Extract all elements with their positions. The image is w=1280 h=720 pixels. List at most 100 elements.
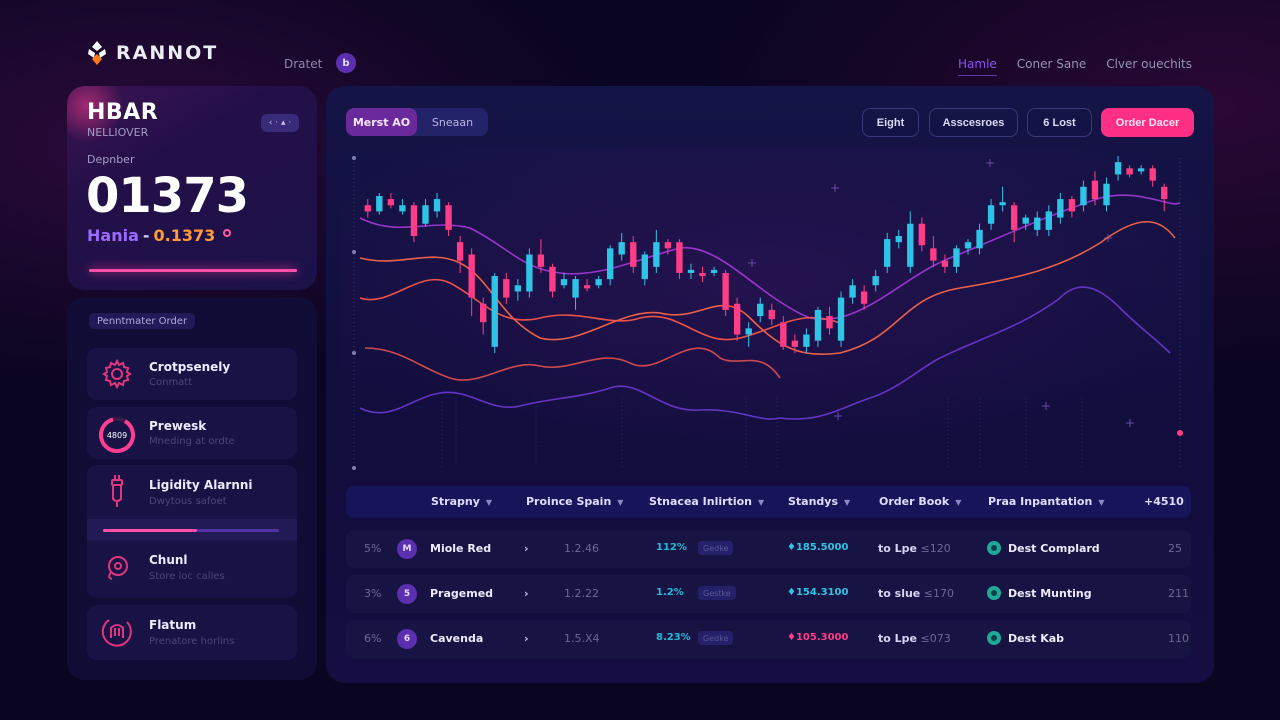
sidebar-item-subtitle: Conmatt [149,377,193,388]
row-percent: 3% [364,587,382,600]
row-avatar: 6 [397,629,417,649]
row-version: 1.2.22 [564,587,599,600]
logo-mark-icon [88,41,106,65]
row-count: 211 [1168,587,1189,600]
sidebar-item-chunl[interactable]: Chunl Store loc calles [87,541,297,598]
top-nav: Hamle Coner Sane Clver ouechits [958,57,1192,76]
sidebar-item-subtitle: Prenatore horlins [149,636,235,647]
top-link-dratet[interactable]: Dratet [284,57,323,71]
liquidity-progress-bar [87,519,297,541]
ticker-glow-bar [89,269,297,272]
destination-icon [987,541,1001,555]
timeframe-segmented-control: Merst AO Sneaan [346,108,488,136]
nav-item-clver-ouechits[interactable]: Clver ouechits [1106,57,1192,71]
sidebar-item-flatum[interactable]: Flatum Prenatore horlins [87,605,297,660]
row-change: 8.23% [656,632,691,643]
segment-merst-ao[interactable]: Merst AO [346,108,417,136]
row-percent: 6% [364,632,382,645]
sidebar-section-label: Penntmater Order [89,313,196,329]
brand-name: RANNOT [116,42,219,64]
pair-separator: - [142,226,150,245]
candlestick-chart[interactable] [340,148,1200,478]
sidebar-item-subtitle: Store loc calles [149,571,225,582]
column-header-total: +4510 [1144,495,1184,508]
segment-sneaan[interactable]: Sneaan [431,115,474,129]
column-header-standys[interactable]: Standys ▼ [788,495,851,508]
sidebar-item-subtitle: Dwytous safoet [149,496,227,507]
ticker-value: 01373 [86,168,249,224]
gear-icon [102,358,132,390]
row-tag: Gestke [698,586,736,600]
row-destination: Dest Munting [1008,587,1092,600]
chevron-right-icon[interactable]: › [524,542,529,555]
sort-caret-icon: ▼ [1098,498,1105,507]
column-header-order-book[interactable]: Order Book ▼ [879,495,962,508]
sidebar-item-title: Ligidity Alarnni [149,478,253,492]
row-price: ♦154.3100 [787,587,849,598]
lost-button[interactable]: 6 Lost [1027,108,1092,137]
sidebar-item-crotpsenely[interactable]: Crotpsenely Conmatt [87,348,297,400]
destination-icon [987,586,1001,600]
row-name: Pragemed [430,587,494,600]
ticker-card: HBAR NELLIOVER ‹ ‧ ▴ ‧ Depnber 01373 Han… [67,86,317,290]
ticker-subtitle: NELLIOVER [87,126,149,139]
column-header-praa-inpantation[interactable]: Praa Inpantation ▼ [988,495,1105,508]
row-target: to Lpe ≤120 [878,542,951,555]
destination-icon [987,631,1001,645]
row-price: ♦185.5000 [787,542,849,553]
row-tag: Gedke [698,541,734,555]
sort-caret-icon: ▼ [757,498,765,507]
asscesroes-button[interactable]: Asscesroes [929,108,1018,137]
row-name: Cavenda [430,632,484,645]
ticker-options-chip[interactable]: ‹ ‧ ▴ ‧ [261,114,299,132]
order-button[interactable]: Order Dacer [1101,108,1194,137]
sort-caret-icon: ▼ [617,498,624,507]
sidebar-item-title: Flatum [149,618,197,632]
ticker-symbol: HBAR [87,100,159,125]
ring-label: 4809 [107,431,127,440]
sidebar-panel: Penntmater Order Crotpsenely Conmatt 480… [67,297,317,680]
sidebar-item-prewesk[interactable]: 4809 Prewesk Mneding at ordte [87,407,297,459]
row-avatar: 5 [397,584,417,604]
row-avatar: M [397,539,417,559]
nav-item-coner-sane[interactable]: Coner Sane [1016,57,1087,71]
row-count: 25 [1168,542,1182,555]
eight-button[interactable]: Eight [862,108,919,137]
sort-caret-icon: ▼ [955,498,962,507]
row-tag: Gedke [698,631,734,645]
row-version: 1.5.X4 [564,632,600,645]
chevron-right-icon[interactable]: › [524,587,529,600]
row-name: Miole Red [430,542,492,555]
table-header: Strapny ▼ Proince Spain ▼ Stnacea Inlirtio… [346,486,1191,518]
row-change: 1.2% [656,587,684,598]
sidebar-item-title: Crotpsenely [149,360,231,374]
column-header-proince-spain[interactable]: Proince Spain ▼ [526,495,624,508]
row-destination: Dest Complard [1008,542,1100,555]
column-header-strapny[interactable]: Strapny ▼ [431,495,493,508]
gauge-icon [101,619,132,647]
sidebar-item-title: Prewesk [149,419,207,433]
row-change: 112% [656,542,687,553]
ticker-value-label: Depnber [87,153,135,166]
status-dot-icon [223,228,232,237]
main-chart-panel: Merst AO Sneaan Eight Asscesroes 6 Lost … [326,86,1214,683]
row-destination: Dest Kab [1008,632,1065,645]
progress-fill [103,529,197,532]
user-avatar[interactable]: b [336,53,356,73]
table-row[interactable]: 6% 6 Cavenda › 1.5.X4 8.23% Gedke ♦105.3… [346,620,1191,658]
row-target: to Lpe ≤073 [878,632,951,645]
pin-icon [108,556,128,580]
brand-logo[interactable]: RANNOT [86,40,218,66]
row-count: 110 [1168,632,1189,645]
pair-value: 0.1373 [153,226,216,245]
sort-caret-icon: ▼ [844,498,851,507]
table-row[interactable]: 5% M Miole Red › 1.2.46 112% Gedke ♦185.… [346,530,1191,568]
sidebar-item-title: Chunl [149,553,188,567]
row-percent: 5% [364,542,382,555]
chevron-right-icon[interactable]: › [524,632,529,645]
row-target: to slue ≤170 [878,587,954,600]
column-header-stnacea-inlirtion[interactable]: Stnacea Inlirtion ▼ [649,495,765,508]
top-bar: RANNOT Dratet b Hamle Coner Sane Clver o… [0,0,1280,85]
nav-item-hamle[interactable]: Hamle [958,57,997,76]
table-row[interactable]: 3% 5 Pragemed › 1.2.22 1.2% Gestke ♦154.… [346,575,1191,613]
